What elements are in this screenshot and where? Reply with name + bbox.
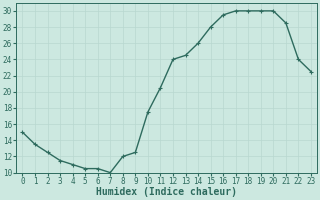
X-axis label: Humidex (Indice chaleur): Humidex (Indice chaleur) bbox=[96, 187, 237, 197]
